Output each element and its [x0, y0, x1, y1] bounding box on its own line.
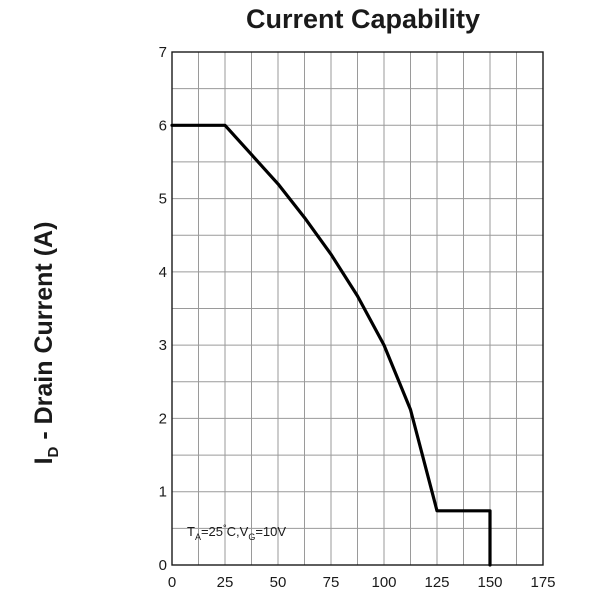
- x-tick-label: 50: [270, 574, 287, 591]
- chart-title: Current Capability: [246, 4, 480, 34]
- x-tick-label: 100: [371, 574, 396, 591]
- y-axis-label-subscript: D: [45, 446, 62, 457]
- x-tick-label: 75: [323, 574, 340, 591]
- y-tick-label: 7: [159, 44, 167, 61]
- y-tick-label: 6: [159, 117, 167, 134]
- annot-cv: C,V: [227, 524, 249, 539]
- annot-g-sub: G: [248, 532, 255, 542]
- annot-eq25: =25: [201, 524, 223, 539]
- y-tick-label: 0: [159, 557, 167, 574]
- annot-a-sub: A: [195, 532, 201, 542]
- x-tick-label: 0: [168, 574, 176, 591]
- annot-degree: °: [223, 523, 227, 533]
- grid-lines: [171, 51, 544, 566]
- x-tick-label: 125: [424, 574, 449, 591]
- annot-eq10v: =10V: [255, 524, 286, 539]
- plot-frame: [171, 51, 544, 566]
- y-tick-labels: 0 1 2 3 4 5 6 7: [159, 44, 167, 574]
- x-tick-label: 150: [477, 574, 502, 591]
- y-tick-label: 1: [159, 484, 167, 501]
- y-tick-label: 5: [159, 191, 167, 208]
- y-axis-label: ID - Drain Current (A): [30, 222, 62, 465]
- y-tick-label: 4: [159, 264, 167, 281]
- condition-annotation: TA=25°C,VG=10V: [187, 523, 286, 542]
- x-tick-labels: 0 25 50 75 100 125 150 175: [168, 574, 556, 591]
- y-tick-label: 3: [159, 337, 167, 354]
- y-tick-label: 2: [159, 410, 167, 427]
- x-tick-label: 25: [217, 574, 234, 591]
- y-axis-label-rest: - Drain Current (A): [30, 222, 58, 447]
- y-axis-label-main: I: [30, 457, 58, 464]
- x-tick-label: 175: [530, 574, 555, 591]
- drain-current-curve: [170, 123, 492, 567]
- annot-t: T: [187, 524, 195, 539]
